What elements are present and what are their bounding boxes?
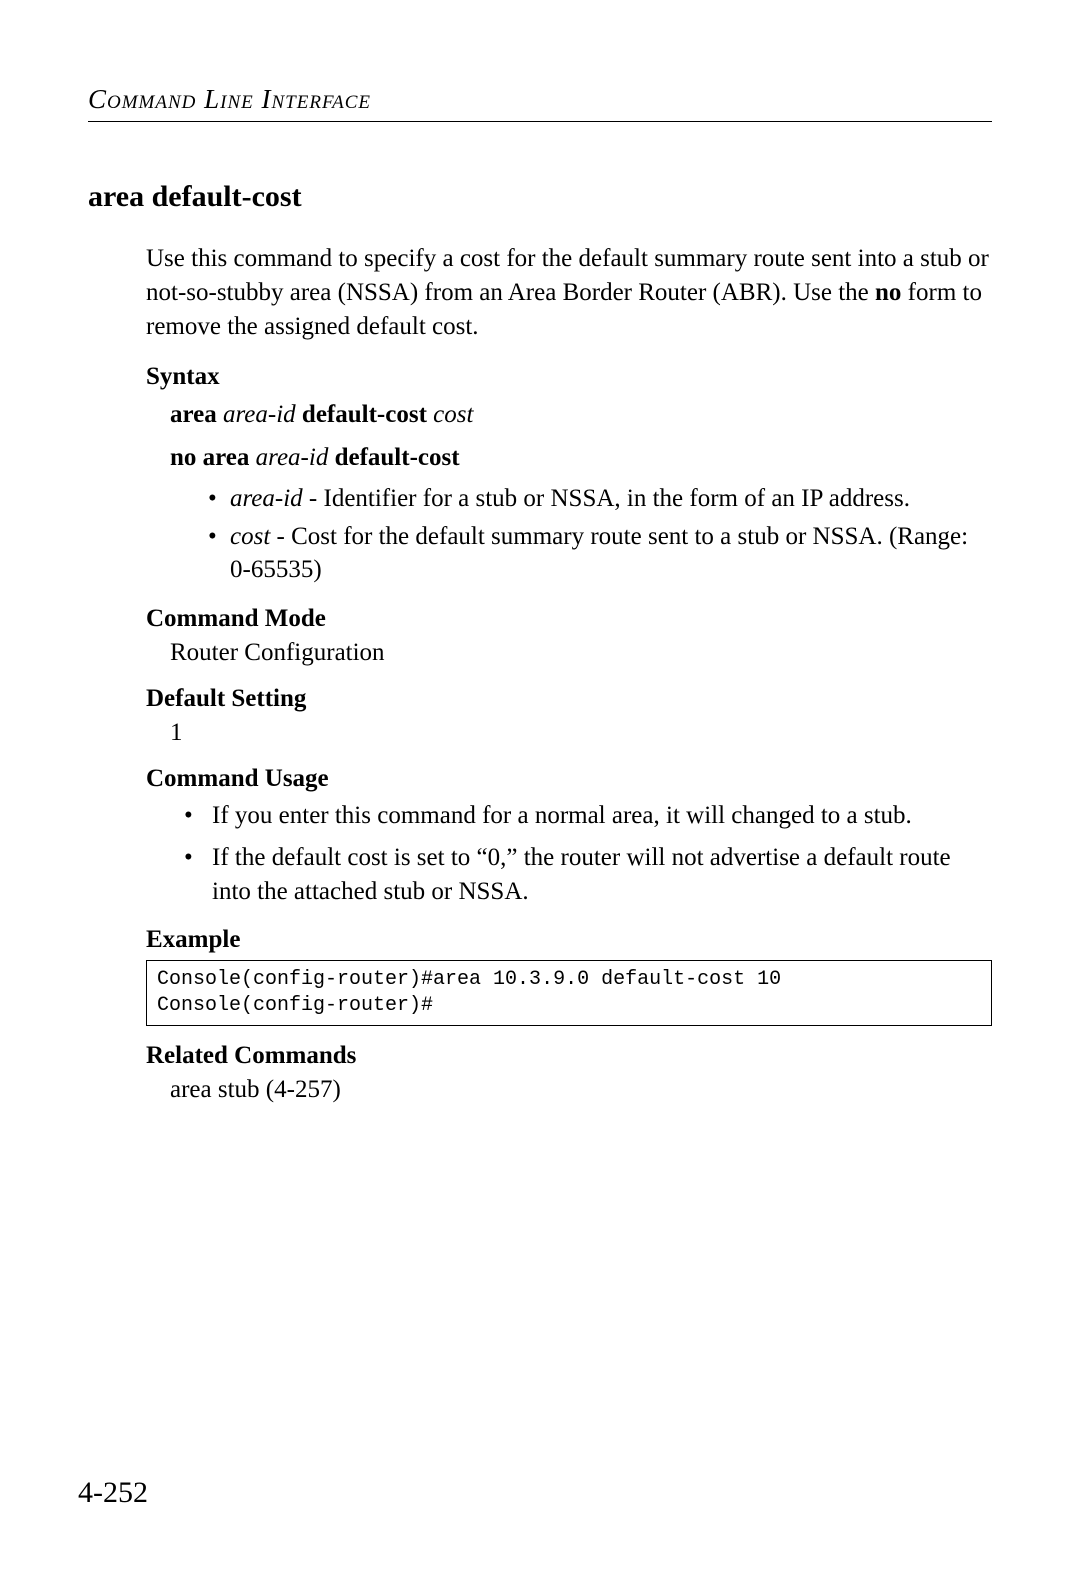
page-header-title: Command Line Interface bbox=[88, 84, 992, 115]
intro-text-1: Use this command to specify a cost for t… bbox=[146, 245, 989, 306]
syntax-l1-b1: area bbox=[170, 401, 217, 428]
command-mode-value: Router Configuration bbox=[170, 639, 992, 667]
param-name: cost bbox=[230, 523, 270, 550]
default-setting-value: 1 bbox=[170, 719, 992, 747]
param-name: area-id bbox=[230, 485, 303, 512]
syntax-heading: Syntax bbox=[146, 363, 992, 391]
page-number: 4-252 bbox=[78, 1476, 148, 1510]
header-rule bbox=[88, 121, 992, 122]
syntax-params-list: area-id - Identifier for a stub or NSSA,… bbox=[208, 482, 992, 587]
example-heading: Example bbox=[146, 926, 992, 954]
syntax-line-2: no area area-id default-cost bbox=[170, 440, 992, 476]
section-title: area default-cost bbox=[88, 180, 992, 214]
usage-item: If you enter this command for a normal a… bbox=[184, 799, 992, 833]
section-intro: Use this command to specify a cost for t… bbox=[146, 242, 992, 343]
command-usage-heading: Command Usage bbox=[146, 765, 992, 793]
intro-bold-no: no bbox=[875, 279, 901, 306]
syntax-l1-i2: cost bbox=[433, 401, 473, 428]
syntax-l2-i1: area-id bbox=[256, 444, 329, 471]
command-usage-list: If you enter this command for a normal a… bbox=[184, 799, 992, 908]
syntax-l2-b2: default-cost bbox=[335, 444, 460, 471]
syntax-l1-b2: default-cost bbox=[302, 401, 427, 428]
param-desc: - Identifier for a stub or NSSA, in the … bbox=[303, 485, 910, 512]
syntax-line-1: area area-id default-cost cost bbox=[170, 397, 992, 433]
syntax-l2-b1: no area bbox=[170, 444, 249, 471]
example-code-block: Console(config-router)#area 10.3.9.0 def… bbox=[146, 960, 992, 1026]
syntax-param-item: area-id - Identifier for a stub or NSSA,… bbox=[208, 482, 992, 516]
syntax-param-item: cost - Cost for the default summary rout… bbox=[208, 520, 992, 588]
related-commands-text: area stub (4-257) bbox=[170, 1076, 992, 1104]
related-commands-heading: Related Commands bbox=[146, 1042, 992, 1070]
syntax-l1-i1: area-id bbox=[223, 401, 296, 428]
default-setting-heading: Default Setting bbox=[146, 685, 992, 713]
command-mode-heading: Command Mode bbox=[146, 605, 992, 633]
usage-item: If the default cost is set to “0,” the r… bbox=[184, 841, 992, 909]
param-desc: - Cost for the default summary route sen… bbox=[230, 523, 968, 584]
